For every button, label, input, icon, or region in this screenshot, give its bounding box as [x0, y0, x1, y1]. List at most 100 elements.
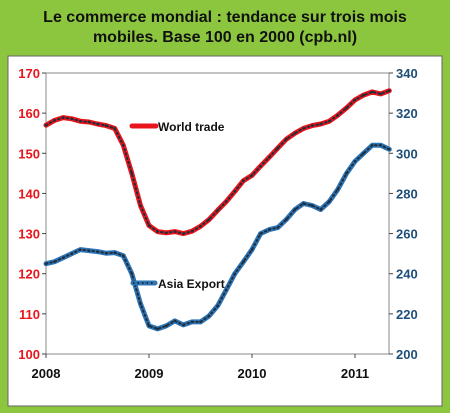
asia-export-point — [164, 324, 168, 328]
asia-export-point — [293, 208, 297, 211]
legend-asia-export-label: Asia Export — [158, 277, 225, 291]
asia-export-point — [199, 320, 202, 324]
world-trade-point — [379, 92, 383, 96]
world-trade-point — [267, 156, 271, 159]
legend-world-trade-label: World trade — [158, 120, 225, 134]
asia-export-point — [190, 320, 194, 324]
asia-export-point — [207, 314, 211, 318]
asia-export-point — [327, 200, 331, 203]
asia-export-point — [130, 272, 134, 276]
asia-export-point — [61, 256, 65, 259]
world-trade-point — [70, 117, 74, 121]
asia-export-point — [44, 262, 48, 265]
asia-export-point — [353, 160, 357, 163]
right-axis-tick-label: 260 — [396, 227, 418, 242]
right-axis-tick-label: 320 — [396, 106, 418, 121]
world-trade-point — [276, 146, 280, 150]
asia-export-point — [276, 226, 280, 229]
world-trade-point — [259, 164, 262, 168]
world-trade-point — [147, 224, 151, 227]
asia-export-point — [104, 251, 108, 255]
left-axis-tick-label: 110 — [19, 307, 40, 322]
world-trade-point — [173, 230, 177, 233]
world-trade-point — [319, 122, 323, 126]
left-axis-tick-label: 120 — [18, 267, 40, 282]
world-trade-point — [121, 143, 125, 147]
asia-export-point — [388, 147, 391, 151]
asia-export-point — [302, 202, 305, 205]
world-trade-point — [79, 119, 82, 123]
asia-export-point — [53, 260, 56, 263]
chart-title-line-1: Le commerce mondial : tendance sur trois… — [43, 9, 407, 26]
asia-export-point — [147, 324, 151, 328]
asia-export-point — [79, 248, 82, 251]
right-axis-tick-label: 200 — [396, 347, 418, 362]
world-trade-point — [53, 119, 56, 122]
world-trade-point — [113, 127, 117, 130]
asia-export-point — [121, 254, 125, 257]
world-trade-point — [199, 225, 202, 228]
asia-export-point — [216, 304, 220, 308]
asia-export-point — [242, 260, 245, 263]
asia-export-point — [285, 218, 288, 221]
world-trade-point — [293, 131, 297, 135]
right-axis-tick-label: 240 — [396, 267, 418, 282]
asia-export-point — [87, 249, 91, 252]
x-axis-tick-label: 2008 — [32, 366, 61, 381]
world-trade-point — [370, 90, 374, 94]
world-trade-point — [362, 93, 365, 97]
world-trade-point — [302, 127, 305, 130]
world-trade-point — [182, 232, 185, 235]
left-axis-tick-label: 150 — [18, 146, 40, 161]
asia-export-point — [156, 327, 159, 331]
asia-export-point — [250, 248, 254, 251]
left-axis-tick-label: 170 — [18, 66, 40, 81]
world-trade-point — [216, 208, 220, 212]
asia-export-point — [70, 252, 74, 255]
left-axis-tick-label: 100 — [18, 347, 40, 362]
world-trade-point — [139, 204, 142, 207]
world-trade-point — [104, 124, 108, 127]
asia-export-point — [267, 228, 271, 231]
right-axis-tick-label: 220 — [396, 307, 418, 322]
asia-export-point — [345, 172, 348, 175]
asia-export-point — [319, 208, 323, 211]
asia-export-point — [362, 151, 365, 155]
world-trade-point — [250, 174, 254, 177]
world-trade-point — [310, 124, 314, 127]
world-trade-point — [44, 123, 48, 127]
world-trade-point — [96, 122, 99, 126]
asia-export-point — [336, 188, 340, 191]
asia-export-point — [96, 250, 99, 253]
world-trade-point — [242, 179, 245, 182]
right-axis-tick-label: 300 — [396, 146, 418, 161]
world-trade-point — [327, 119, 331, 123]
asia-export-point — [173, 319, 177, 323]
world-trade-point — [224, 200, 228, 203]
world-trade-point — [233, 190, 237, 193]
left-axis-tick-label: 130 — [18, 227, 40, 242]
world-trade-point — [345, 106, 348, 110]
x-axis-tick-label: 2011 — [341, 366, 369, 381]
asia-export-point — [113, 251, 117, 254]
asia-export-point — [182, 323, 185, 327]
left-axis-tick-label: 160 — [18, 106, 40, 121]
asia-export-point — [310, 204, 314, 207]
world-trade-point — [353, 98, 357, 102]
right-axis-tick-label: 340 — [396, 66, 418, 81]
asia-export-point — [224, 288, 228, 292]
world-trade-point — [164, 231, 168, 235]
chart-title: Le commerce mondial : tendance sur trois… — [0, 8, 450, 48]
asia-export-point — [259, 232, 262, 235]
asia-export-point — [379, 143, 383, 147]
world-trade-point — [130, 172, 134, 175]
world-trade-point — [336, 113, 340, 117]
x-axis-tick-label: 2009 — [135, 366, 164, 381]
asia-export-point — [370, 143, 374, 147]
asia-export-point — [233, 272, 237, 276]
world-trade-point — [87, 120, 91, 124]
asia-export-point — [139, 302, 142, 306]
left-axis-tick-label: 140 — [18, 186, 40, 201]
